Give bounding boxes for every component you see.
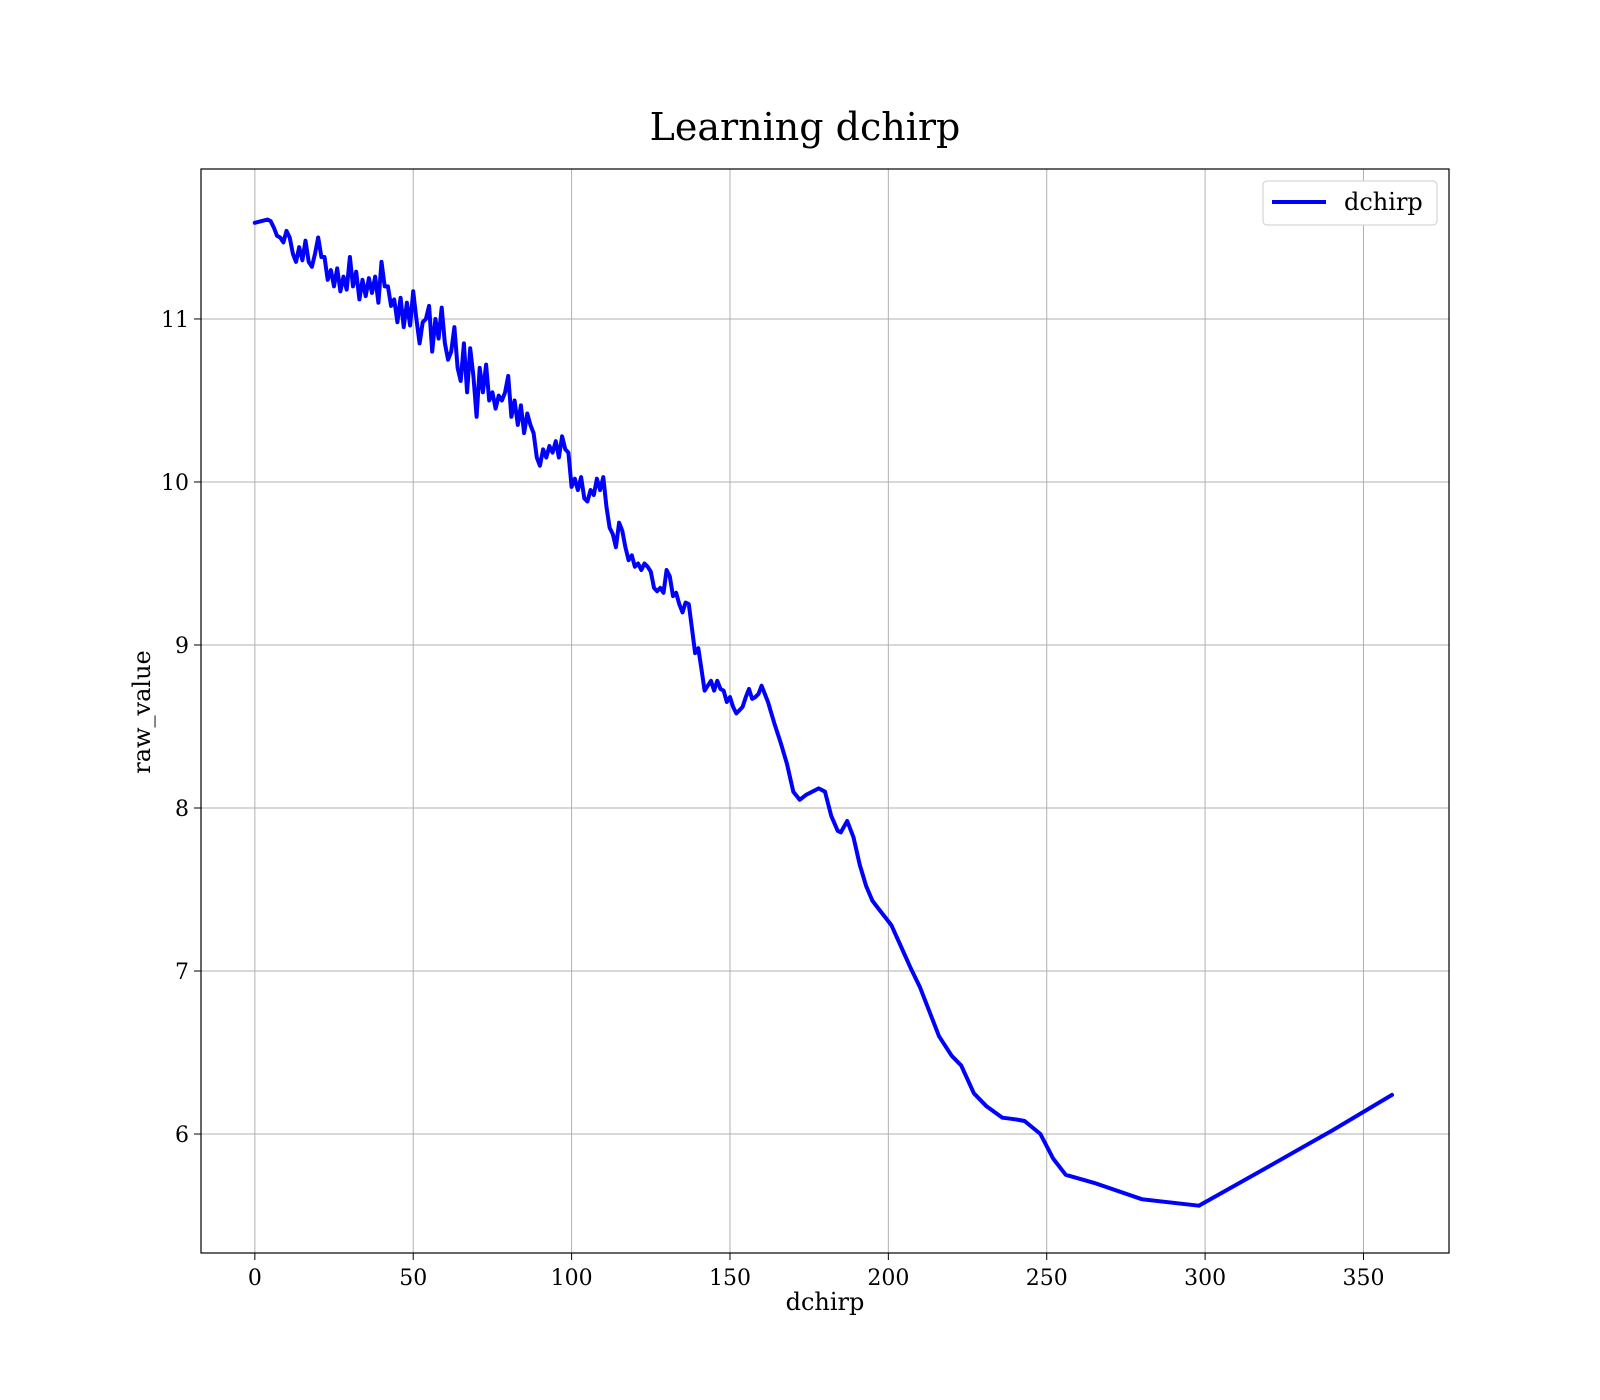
x-tick-label: 0 — [248, 1266, 262, 1291]
y-axis-label: raw_value — [128, 650, 156, 774]
y-tick-label: 10 — [161, 471, 189, 496]
x-axis: 0 50 100 150 200 250 300 350 — [248, 1253, 1384, 1291]
y-tick-label: 11 — [161, 308, 189, 333]
x-tick-label: 100 — [551, 1266, 593, 1291]
x-tick-label: 50 — [399, 1266, 427, 1291]
plot-frame — [200, 168, 1450, 1254]
grid — [201, 169, 1449, 1253]
series-line-dchirp — [252, 217, 1394, 1208]
y-tick-label: 8 — [175, 797, 189, 822]
x-tick-label: 150 — [709, 1266, 751, 1291]
legend: dchirp — [1262, 180, 1438, 226]
y-tick-label: 9 — [175, 634, 189, 659]
y-tick-label: 6 — [175, 1123, 189, 1148]
x-axis-label: dchirp — [786, 1288, 865, 1316]
chart-title: Learning dchirp — [650, 105, 961, 149]
y-tick-label: 7 — [175, 960, 189, 985]
x-tick-label: 200 — [867, 1266, 909, 1291]
x-tick-label: 300 — [1184, 1266, 1226, 1291]
legend-label-dchirp: dchirp — [1344, 188, 1423, 216]
x-tick-label: 250 — [1026, 1266, 1068, 1291]
x-tick-label: 350 — [1342, 1266, 1384, 1291]
legend-box — [1262, 180, 1438, 226]
y-axis: 6 7 8 9 10 11 — [161, 308, 201, 1148]
